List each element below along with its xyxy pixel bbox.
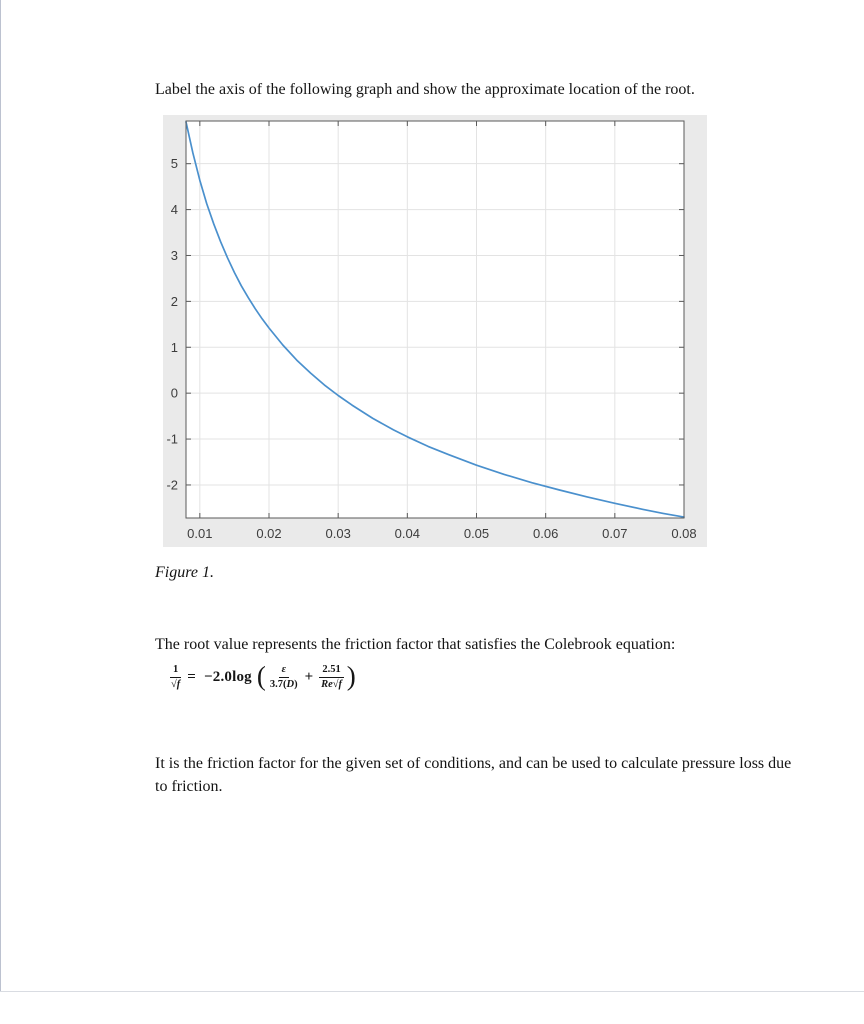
page-bottom-border: [0, 991, 864, 992]
y-tick-label: 1: [171, 340, 178, 355]
term2-reynolds: Re: [321, 679, 333, 691]
plus-sign: +: [304, 668, 314, 685]
term1-den-prefix: 3.7(: [269, 679, 287, 691]
y-tick-label: -1: [166, 432, 178, 447]
x-tick-label: 0.07: [602, 526, 627, 541]
equation-prefix: −2.0log: [204, 668, 252, 685]
lhs-denominator: √f: [170, 678, 181, 692]
y-tick-label: 4: [171, 202, 178, 217]
y-tick-label: 0: [171, 386, 178, 401]
open-paren: (: [256, 660, 266, 691]
y-tick-label: -2: [166, 477, 178, 492]
x-tick-label: 0.03: [326, 526, 351, 541]
equation-lhs-fraction: 1 √f: [170, 663, 182, 692]
figure-caption: Figure 1.: [155, 564, 214, 581]
lhs-variable-f: f: [176, 679, 181, 691]
term1-denominator: 3.7(D): [269, 678, 299, 692]
close-paren: ): [346, 660, 356, 691]
colebrook-intro-text: The root value represents the friction f…: [155, 636, 676, 653]
y-tick-label: 5: [171, 156, 178, 171]
x-tick-label: 0.02: [256, 526, 281, 541]
friction-note-text: It is the friction factor for the given …: [155, 755, 792, 795]
page-left-border: [0, 0, 1, 991]
x-tick-label: 0.06: [533, 526, 558, 541]
line-chart: 0.01 0.02 0.03 0.04 0.05 0.06 0.07 0.08 -2 -1 0 1 2 3…: [166, 120, 697, 541]
term2-numerator: 2.51: [319, 663, 344, 678]
axes-box: [185, 120, 685, 519]
term1-numerator-epsilon: ε: [278, 663, 289, 678]
x-tick-label: 0.08: [671, 526, 696, 541]
term2-variable-f: f: [338, 679, 343, 691]
figure-1: 0.01 0.02 0.03 0.04 0.05 0.06 0.07 0.08 -2 -1 0 1 2 3…: [163, 115, 707, 547]
term1-den-suffix: ): [294, 679, 298, 691]
colebrook-equation: 1 √f = −2.0log ( ε 3.7(D) + 2.51 Re√f ): [168, 660, 357, 692]
equals-sign: =: [187, 668, 197, 685]
term1-variable-d: D: [286, 679, 295, 691]
term2-denominator: Re√f: [320, 678, 343, 692]
x-tick-label: 0.04: [395, 526, 420, 541]
y-tick-label: 2: [171, 294, 178, 309]
x-tick-label: 0.05: [464, 526, 489, 541]
lhs-numerator: 1: [170, 663, 182, 678]
instruction-text: Label the axis of the following graph an…: [155, 81, 695, 98]
y-tick-label: 3: [171, 248, 178, 263]
radical-sign: √: [332, 679, 339, 691]
plot-area: [186, 121, 684, 518]
colebrook-curve: [185, 121, 685, 518]
radical-sign: √: [171, 679, 177, 691]
equation-term1-fraction: ε 3.7(D): [269, 663, 299, 691]
equation-term2-fraction: 2.51 Re√f: [319, 663, 344, 692]
x-tick-label: 0.01: [187, 526, 212, 541]
